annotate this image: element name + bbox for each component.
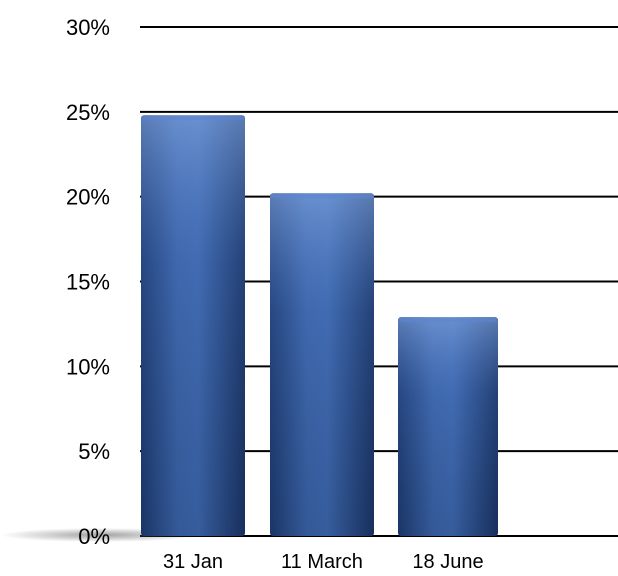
x-tick-label: 11 March [281, 551, 363, 573]
x-tick-label: 18 June [412, 551, 483, 573]
x-axis-ticks: 31 Jan 11 March 18 June [163, 551, 484, 573]
bar-top-highlight [142, 116, 244, 121]
y-tick-label: 15% [66, 270, 110, 295]
y-tick-label: 25% [66, 100, 110, 125]
bar [270, 193, 374, 537]
bar [398, 317, 498, 536]
y-tick-label: 0% [78, 524, 110, 549]
y-tick-label: 10% [66, 354, 110, 379]
bar-shine [270, 193, 374, 537]
bar [141, 115, 245, 536]
y-tick-label: 5% [78, 439, 110, 464]
bar-top-highlight [271, 194, 373, 199]
bar-shine [398, 317, 498, 536]
y-tick-label: 30% [66, 15, 110, 40]
bar-top-highlight [399, 318, 497, 323]
x-tick-label: 31 Jan [163, 551, 223, 573]
y-axis-ticks: 0% 5% 10% 15% 20% 25% 30% [66, 15, 110, 549]
bar-shine [141, 115, 245, 536]
y-tick-label: 20% [66, 185, 110, 210]
bars [141, 115, 498, 537]
